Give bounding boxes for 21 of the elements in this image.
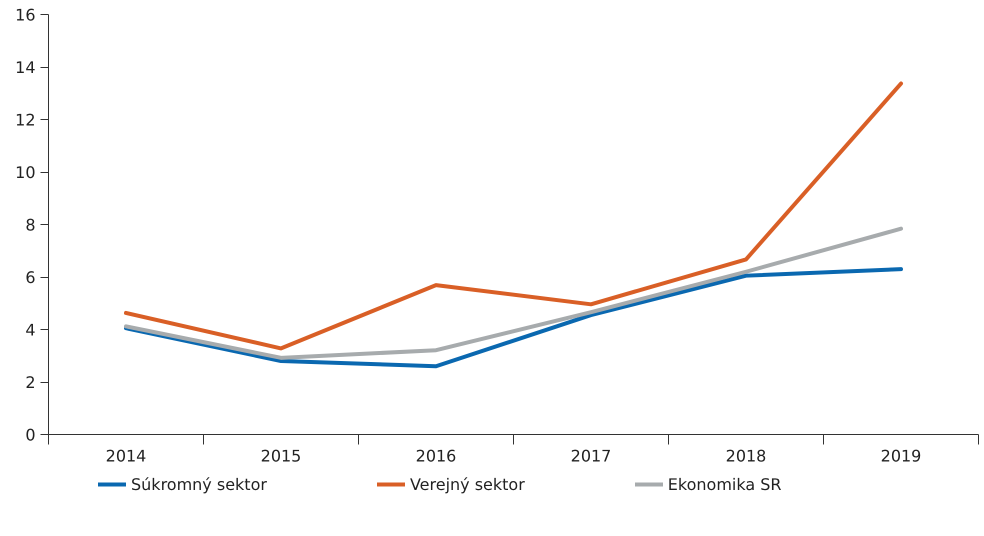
legend-label: Ekonomika SR [668, 474, 782, 494]
y-tick-label: 10 [15, 163, 36, 182]
x-tick-label: 2018 [726, 446, 766, 466]
x-tick-label: 2017 [570, 446, 612, 466]
y-tick-label: 12 [15, 110, 36, 130]
legend-label: Verejný sektor [410, 474, 525, 494]
legend-label: Súkromný sektor [131, 474, 267, 494]
line-series [124, 267, 903, 368]
y-tick-label: 16 [15, 6, 36, 24]
y-tick-label: 0 [25, 426, 36, 444]
x-tick-label: 2016 [416, 446, 456, 466]
x-tick-label: 2015 [260, 446, 302, 466]
y-tick-label: 2 [25, 373, 36, 392]
x-tick-label: 2014 [106, 446, 146, 466]
y-tick-label: 4 [25, 320, 36, 340]
y-tick-label: 6 [25, 268, 36, 287]
line-series [124, 82, 903, 350]
y-tick-label: 8 [25, 216, 36, 234]
line-series [124, 226, 903, 360]
y-tick-label: 14 [15, 58, 36, 77]
x-tick-label: 2019 [880, 446, 922, 466]
